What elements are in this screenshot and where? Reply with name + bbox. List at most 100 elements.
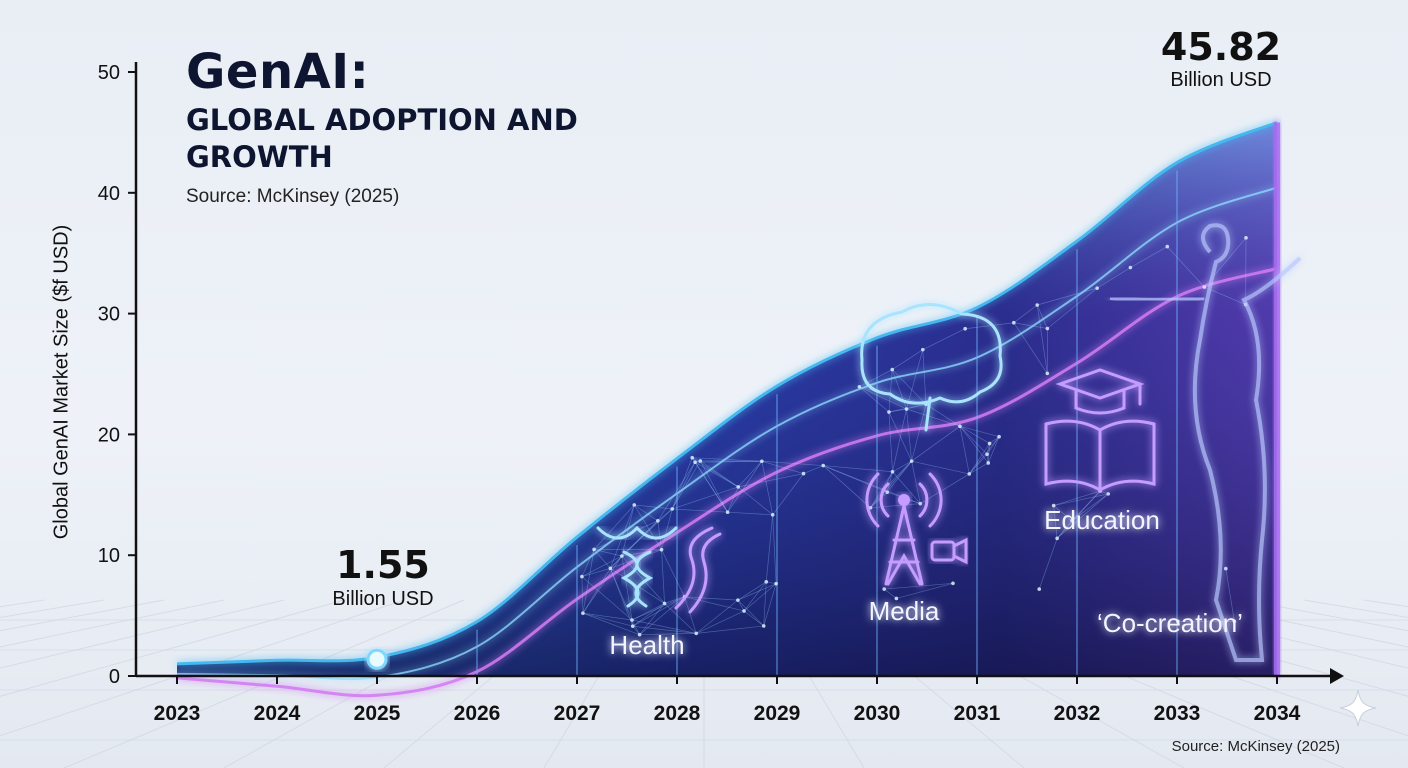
broadcast-tower-icon bbox=[865, 472, 968, 586]
mesh-node bbox=[1106, 492, 1111, 496]
mesh-node bbox=[894, 596, 899, 601]
mesh-node bbox=[1037, 587, 1042, 591]
mesh-link bbox=[672, 508, 728, 513]
mesh-link bbox=[737, 461, 763, 488]
mesh-link bbox=[737, 599, 764, 627]
book-shape bbox=[1044, 419, 1156, 492]
mesh-link bbox=[886, 460, 912, 493]
mesh-link bbox=[859, 386, 890, 413]
mesh-link bbox=[621, 520, 659, 557]
mesh-link bbox=[634, 504, 659, 522]
mesh-link bbox=[886, 471, 893, 493]
mesh-link bbox=[694, 462, 728, 513]
mesh-link bbox=[696, 599, 739, 634]
camera-lens bbox=[952, 537, 968, 565]
mesh-node bbox=[857, 384, 862, 389]
mesh-link bbox=[664, 596, 685, 604]
mesh-link bbox=[986, 443, 990, 455]
mesh-link bbox=[772, 514, 777, 584]
mesh-link bbox=[888, 411, 912, 462]
y-tick-label: 50 bbox=[98, 62, 120, 84]
mesh-link bbox=[888, 408, 907, 413]
mesh-link bbox=[969, 454, 988, 475]
mesh-link bbox=[696, 625, 764, 634]
mesh-link bbox=[823, 465, 884, 490]
mesh-link bbox=[1056, 490, 1101, 539]
mesh-link bbox=[1096, 267, 1131, 289]
end-unit-label: Billion USD bbox=[1170, 69, 1271, 91]
mesh-node bbox=[736, 485, 741, 489]
mesh-link bbox=[761, 460, 824, 466]
mesh-node bbox=[1012, 320, 1016, 325]
caduceus-wings bbox=[596, 525, 678, 540]
graduation-cap bbox=[1055, 368, 1145, 415]
mesh-link bbox=[582, 612, 633, 627]
mesh-link bbox=[639, 633, 697, 636]
mesh-link bbox=[737, 486, 773, 516]
mesh-node bbox=[1176, 619, 1180, 624]
mesh-node bbox=[1035, 303, 1040, 307]
mesh-link bbox=[765, 514, 774, 582]
mesh-link bbox=[632, 603, 665, 627]
mesh-link bbox=[822, 465, 871, 509]
mesh-link bbox=[763, 581, 767, 626]
mesh-link bbox=[920, 473, 970, 504]
mesh-link bbox=[1036, 304, 1048, 329]
mesh-node bbox=[637, 632, 642, 637]
mesh-node bbox=[670, 507, 675, 511]
mesh-link bbox=[906, 408, 961, 427]
floor-line bbox=[0, 599, 165, 632]
mesh-node bbox=[885, 490, 890, 494]
mesh-link bbox=[1047, 287, 1098, 329]
mesh-link bbox=[823, 465, 888, 493]
mesh-link bbox=[969, 462, 989, 475]
floor-line bbox=[1243, 599, 1408, 632]
mesh-node bbox=[742, 609, 746, 613]
mesh-link bbox=[911, 425, 961, 462]
mesh-node bbox=[694, 631, 699, 636]
mesh-link bbox=[743, 581, 767, 612]
y-tick-label: 10 bbox=[98, 545, 120, 567]
mesh-link bbox=[743, 610, 764, 627]
mesh-link bbox=[1056, 520, 1073, 539]
mesh-link bbox=[581, 549, 595, 577]
mesh-link bbox=[761, 461, 774, 515]
mesh-link bbox=[692, 457, 762, 462]
caduceus-snake bbox=[634, 550, 654, 608]
x-tick-label: 2027 bbox=[554, 702, 601, 725]
sector-label: Health bbox=[609, 630, 684, 660]
mesh-link bbox=[870, 460, 912, 509]
mesh-node bbox=[662, 601, 667, 606]
figure-arm bbox=[1109, 296, 1205, 302]
mesh-link bbox=[906, 403, 927, 410]
mesh-link bbox=[593, 549, 622, 557]
dna-strand bbox=[688, 532, 722, 614]
mesh-node bbox=[1244, 236, 1248, 240]
x-tick-label: 2029 bbox=[754, 702, 801, 725]
mesh-link bbox=[1053, 490, 1101, 506]
sparkle-icon bbox=[1339, 689, 1377, 727]
mesh-node bbox=[904, 407, 909, 411]
mesh-node bbox=[760, 459, 764, 464]
mesh-link bbox=[1167, 246, 1205, 288]
chart-title: GenAI: bbox=[186, 44, 370, 100]
floor-line bbox=[0, 599, 405, 737]
mesh-node bbox=[1165, 244, 1170, 249]
mesh-node bbox=[698, 459, 703, 463]
mesh-node bbox=[890, 367, 895, 372]
mesh-link bbox=[1053, 505, 1058, 539]
mesh-link bbox=[1056, 493, 1109, 539]
mesh-link bbox=[581, 576, 584, 614]
mesh-node bbox=[958, 424, 962, 429]
mesh-link bbox=[965, 322, 1014, 330]
mesh-link bbox=[772, 473, 804, 516]
x-tick-label: 2026 bbox=[454, 702, 501, 725]
mesh-link bbox=[610, 520, 659, 569]
x-tick-label: 2023 bbox=[154, 702, 201, 725]
mesh-link bbox=[823, 465, 893, 473]
mesh-node bbox=[659, 547, 664, 552]
mesh-link bbox=[657, 520, 662, 550]
x-axis-arrow bbox=[1330, 668, 1344, 684]
